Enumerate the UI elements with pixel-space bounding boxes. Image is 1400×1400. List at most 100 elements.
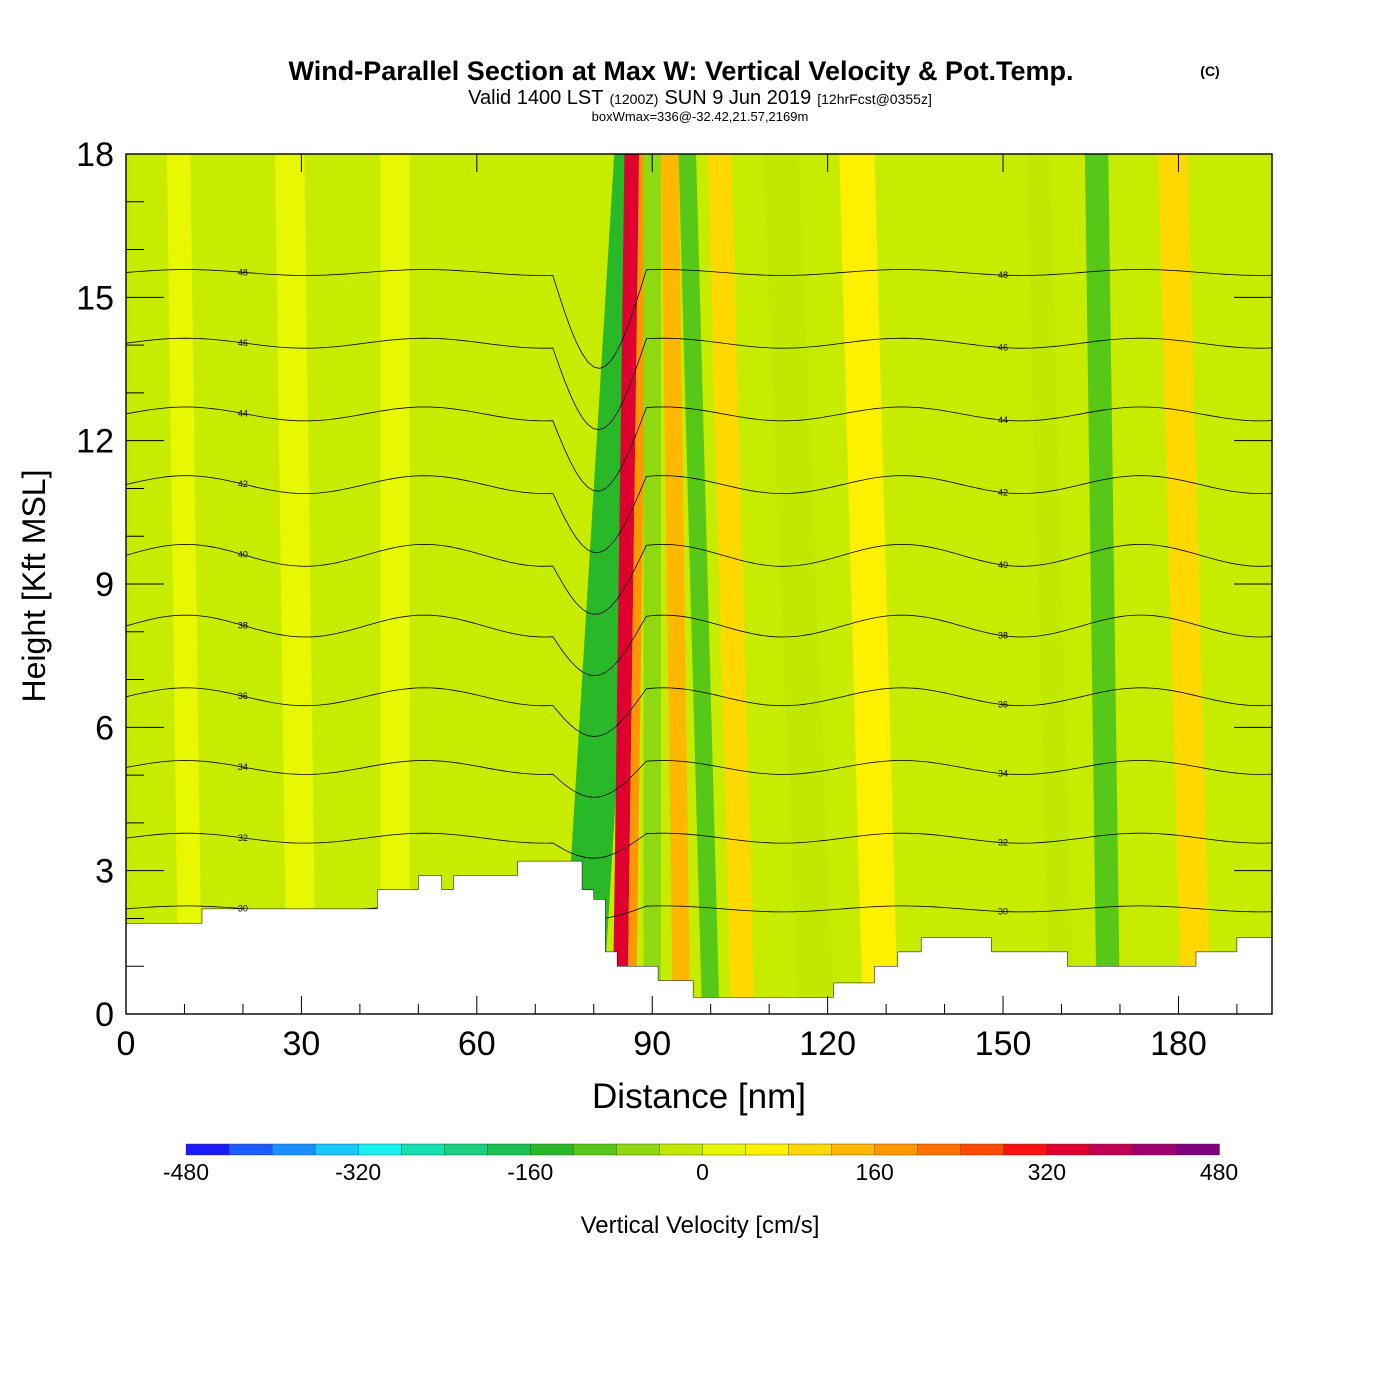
colorbar-swatch-21 <box>1089 1143 1134 1156</box>
colorbar-swatch-22 <box>1132 1143 1177 1156</box>
theta-contour-32 <box>126 832 1272 859</box>
contour-label-42-1: 42 <box>998 488 1008 498</box>
colorbar-swatch-8 <box>530 1143 575 1156</box>
colorbar-swatch-10 <box>616 1143 661 1156</box>
colorbar-tick--480: -480 <box>163 1159 209 1185</box>
colorbar-tick--320: -320 <box>335 1159 381 1185</box>
contour-label-44-0: 44 <box>238 408 248 418</box>
w-band-11 <box>1084 154 1120 1014</box>
theta-contour-34 <box>126 760 1272 798</box>
colorbar-swatch-5 <box>401 1143 445 1156</box>
colorbar-swatch-6 <box>444 1143 488 1156</box>
colorbar-swatch-1 <box>228 1143 273 1156</box>
y-tick-label-18: 18 <box>76 136 114 174</box>
contour-label-42-0: 42 <box>238 479 248 489</box>
colorbar-swatch-7 <box>487 1143 532 1156</box>
theta-contour-46 <box>126 337 1272 431</box>
contour-label-36-1: 36 <box>998 700 1008 710</box>
colorbar-tick-480: 480 <box>1200 1159 1238 1185</box>
subtitle-z: (1200Z) <box>609 91 658 107</box>
x-tick-label-90: 90 <box>633 1025 671 1063</box>
y-tick-label-0: 0 <box>95 996 114 1034</box>
colorbar-swatch-20 <box>1046 1143 1091 1156</box>
y-tick-label-3: 3 <box>95 853 114 891</box>
theta-contour-48 <box>126 269 1272 369</box>
contour-label-34-1: 34 <box>998 769 1008 779</box>
colorbar-swatch-17 <box>917 1143 962 1156</box>
terrain <box>126 860 1272 1014</box>
copyright-mark: (C) <box>1200 63 1219 79</box>
theta-contour-44 <box>126 406 1272 492</box>
colorbar-swatch-2 <box>271 1143 316 1156</box>
colorbar-swatch-19 <box>1003 1143 1048 1156</box>
w-band-4 <box>643 154 661 1014</box>
colorbar-swatch-3 <box>314 1143 359 1156</box>
theta-contour-36 <box>126 687 1272 737</box>
colorbar-swatch-4 <box>357 1143 402 1156</box>
colorbar-tick-160: 160 <box>855 1159 893 1185</box>
w-band-2 <box>612 154 640 1014</box>
colorbar-label: Vertical Velocity [cm/s] <box>581 1212 820 1239</box>
x-tick-label-30: 30 <box>282 1025 320 1063</box>
w-band-6 <box>678 154 720 1014</box>
y-tick-label-9: 9 <box>95 566 114 604</box>
x-axis-label: Distance [nm] <box>592 1077 806 1116</box>
contour-label-36-0: 36 <box>238 691 248 701</box>
contour-label-32-0: 32 <box>238 833 248 843</box>
terrain-mask <box>126 860 1272 1014</box>
w-band-15 <box>380 154 410 1014</box>
contour-labels: 30 30 32 32 34 34 36 36 38 38 40 40 42 42 44 44 46 46 48 48 <box>238 267 1008 916</box>
subtitle-valid: Valid 1400 LST <box>468 87 603 109</box>
w-band-12 <box>1157 154 1211 1014</box>
colorbar-swatch-0 <box>185 1143 230 1156</box>
w-band-10 <box>1026 154 1074 1014</box>
subtitle-date: SUN 9 Jun 2019 <box>664 87 811 109</box>
contour-label-38-0: 38 <box>238 620 248 630</box>
chart-title: Wind-Parallel Section at Max W: Vertical… <box>289 56 1074 86</box>
colorbar-swatch-23 <box>1175 1143 1220 1156</box>
x-tick-label-150: 150 <box>975 1025 1032 1063</box>
colorbar-tick-0: 0 <box>696 1159 709 1185</box>
w-band-5 <box>660 154 691 1014</box>
w-band-3 <box>627 154 648 1014</box>
colorbar-swatch-14 <box>788 1143 833 1156</box>
colorbar-swatch-18 <box>960 1143 1005 1156</box>
colorbar-swatch-16 <box>874 1143 919 1156</box>
subtitle-box: boxWmax=336@-32.42,21.57,2169m <box>592 109 809 124</box>
subtitle-line: Valid 1400 LST (1200Z) SUN 9 Jun 2019 [12hr… <box>468 87 932 109</box>
w-band-9 <box>839 154 898 1014</box>
contour-label-34-0: 34 <box>238 762 248 772</box>
subtitle-fcst: [12hrFcst@0355z] <box>817 91 932 107</box>
colorbar-swatch-13 <box>745 1143 790 1156</box>
w-band-13 <box>166 154 203 1014</box>
contour-label-30-1: 30 <box>998 907 1008 917</box>
colorbar-swatch-15 <box>831 1143 876 1156</box>
contour-label-32-1: 32 <box>998 838 1008 848</box>
contour-label-46-0: 46 <box>238 338 248 348</box>
colorbar-swatch-11 <box>659 1143 704 1156</box>
contour-label-44-1: 44 <box>998 415 1008 425</box>
contour-label-48-1: 48 <box>998 270 1008 280</box>
y-tick-label-15: 15 <box>76 279 114 317</box>
theta-contour-40 <box>126 543 1272 615</box>
contour-label-48-0: 48 <box>238 267 248 277</box>
contour-label-46-1: 46 <box>998 343 1008 353</box>
x-tick-label-180: 180 <box>1150 1025 1207 1063</box>
colorbar-tick--160: -160 <box>507 1159 553 1185</box>
y-tick-label-12: 12 <box>76 423 114 461</box>
colorbar-tick-320: 320 <box>1028 1159 1066 1185</box>
contour-label-30-0: 30 <box>238 904 248 914</box>
colorbar: -480 -320 -160 0 160 320 480 <box>163 1143 1238 1185</box>
contour-label-38-1: 38 <box>998 631 1008 641</box>
w-field <box>166 154 1211 1014</box>
theta-contour-38 <box>126 614 1272 677</box>
colorbar-swatch-9 <box>573 1143 618 1156</box>
contour-label-40-0: 40 <box>238 550 248 560</box>
x-tick-label-60: 60 <box>458 1025 496 1063</box>
x-tick-label-120: 120 <box>799 1025 856 1063</box>
y-tick-label-6: 6 <box>95 709 114 747</box>
theta-contour-42 <box>126 475 1272 553</box>
contour-label-40-1: 40 <box>998 560 1008 570</box>
